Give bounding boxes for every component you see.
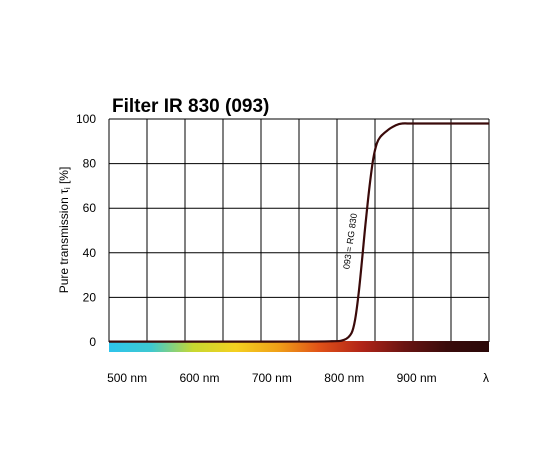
grid: [108, 118, 490, 343]
y-axis-label-text: Pure transmission τ: [57, 189, 71, 293]
y-axis-label: Pure transmission τi [%]: [57, 167, 72, 294]
y-tick-label: 0: [89, 335, 96, 349]
x-tick-label: 900 nm: [397, 371, 437, 385]
y-tick-label: 60: [83, 201, 97, 215]
chart-title: Filter IR 830 (093): [112, 96, 269, 117]
x-axis-ticks: 500 nm 600 nm 700 nm 800 nm 900 nm: [107, 371, 437, 385]
y-tick-label: 100: [76, 112, 96, 126]
y-axis-label-subscript: i: [63, 187, 72, 189]
y-tick-label: 80: [83, 157, 97, 171]
series-line: [109, 122, 489, 343]
y-axis-label-unit: [%]: [57, 167, 71, 188]
x-tick-label: 700 nm: [252, 371, 292, 385]
y-axis-ticks: 0 20 40 60 80 100: [76, 112, 96, 349]
x-tick-label: 500 nm: [107, 371, 147, 385]
spectrum-bar: [109, 341, 489, 352]
y-tick-label: 20: [83, 290, 97, 304]
curve-annotation: 093 = RG 830: [341, 213, 359, 270]
x-tick-label: 800 nm: [324, 371, 364, 385]
x-axis-label: λ: [483, 371, 489, 385]
y-tick-label: 40: [83, 246, 97, 260]
x-tick-label: 600 nm: [179, 371, 219, 385]
